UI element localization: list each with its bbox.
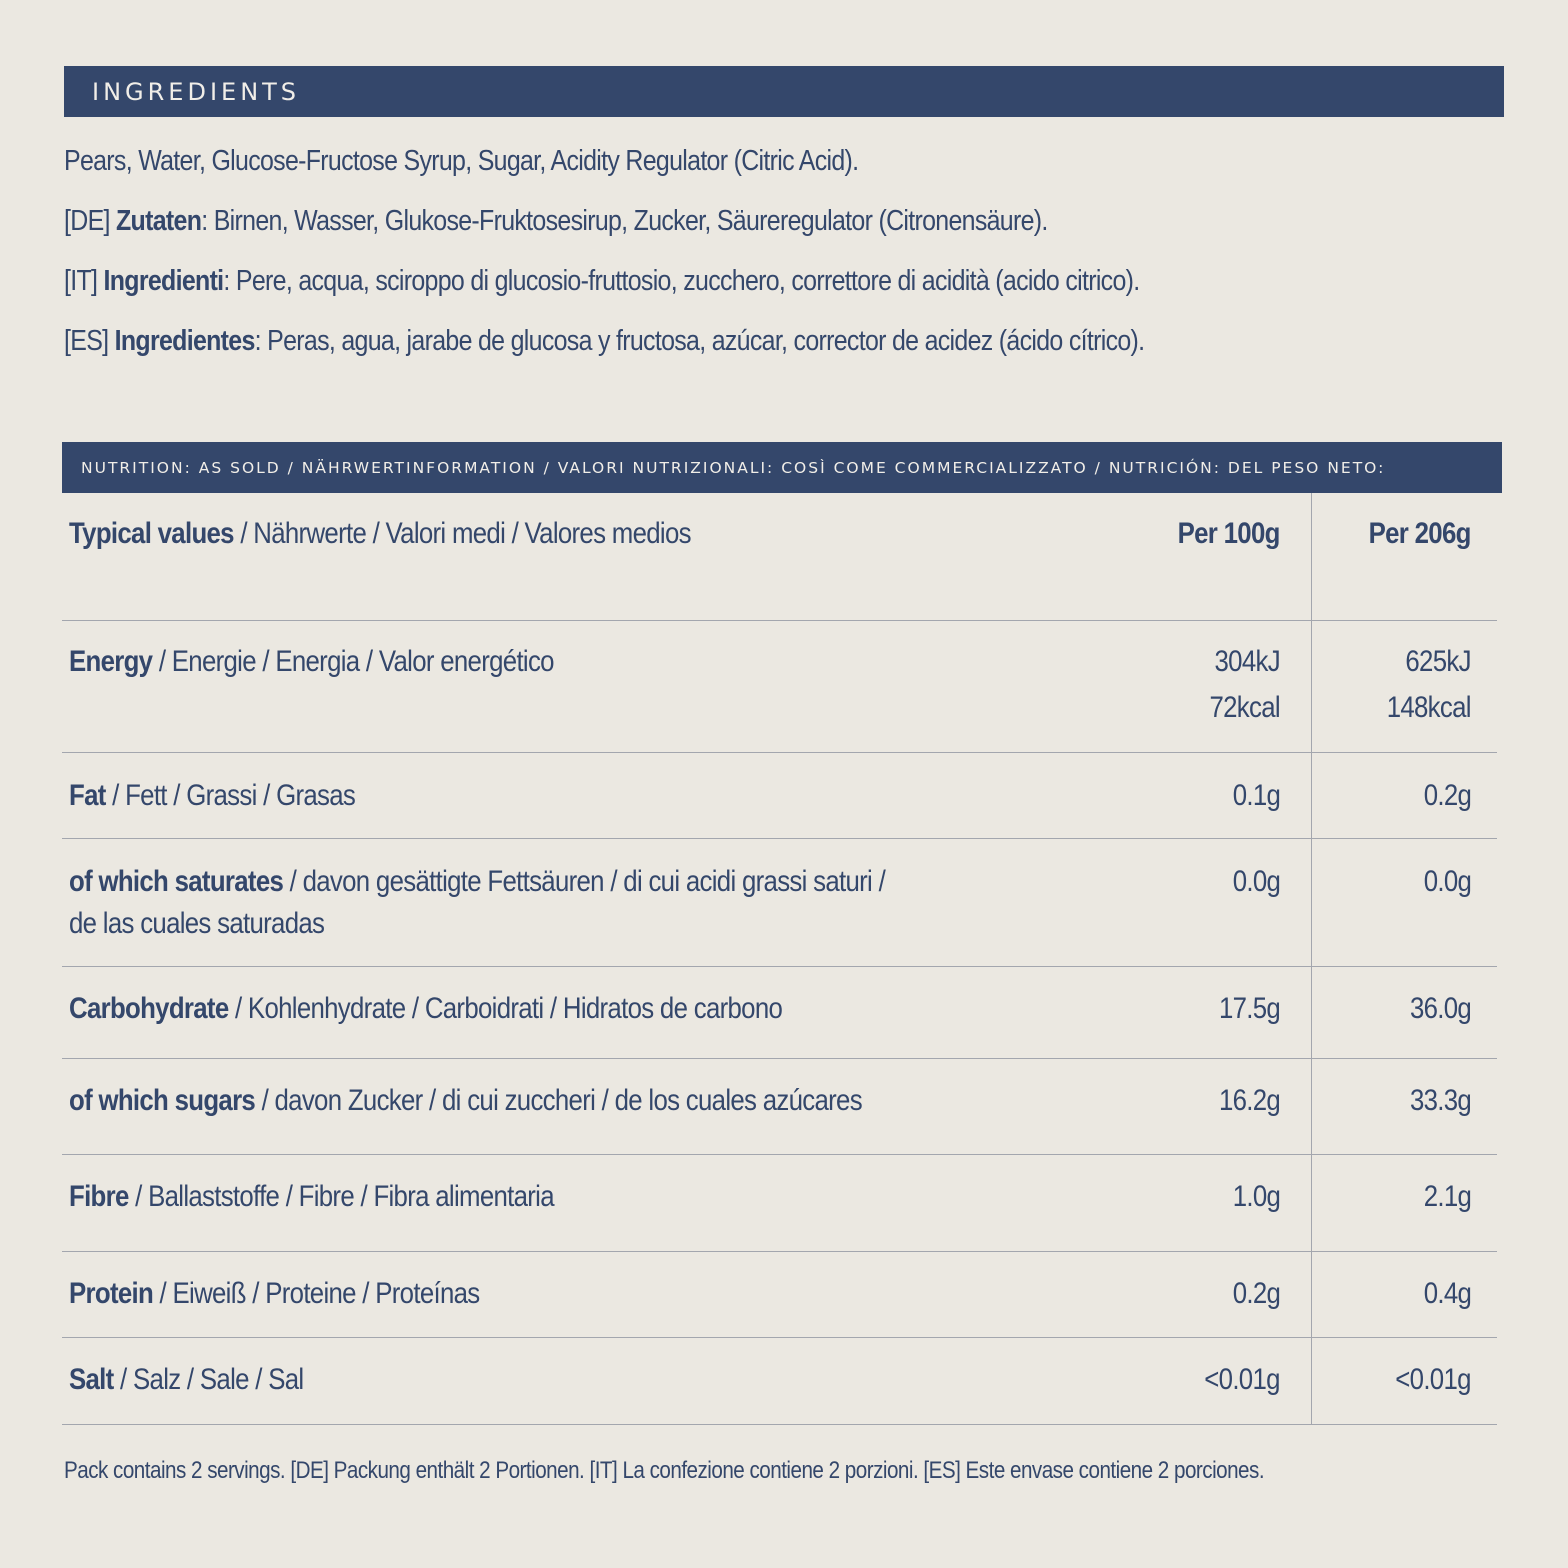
ingredients-heading: INGREDIENTS — [92, 77, 301, 106]
value-per-100g: <0.01g — [1204, 1363, 1280, 1396]
table-row-fat: Fat / Fett / Grassi / Grasas 0.1g 0.2g — [62, 753, 1497, 839]
row-label: of which saturates / davon gesättigte Fe… — [69, 865, 886, 940]
table-row-carbohydrate: Carbohydrate / Kohlenhydrate / Carboidra… — [62, 967, 1497, 1059]
value-per-100g: 0.0g — [1232, 865, 1281, 898]
table-row-salt: Salt / Salz / Sale / Sal <0.01g <0.01g — [62, 1338, 1497, 1425]
row-label: Fat / Fett / Grassi / Grasas — [69, 779, 356, 812]
nutrition-table: Typical values / Nährwerte / Valori medi… — [62, 493, 1497, 1425]
value-per-206g: 0.0g — [1423, 865, 1472, 898]
header-label: Typical values / Nährwerte / Valori medi… — [69, 517, 692, 550]
table-row-fibre: Fibre / Ballaststoffe / Fibre / Fibra al… — [62, 1155, 1497, 1252]
table-row-saturates: of which saturates / davon gesättigte Fe… — [62, 839, 1497, 967]
nutrition-heading-band: NUTRITION: AS SOLD / NÄHRWERTINFORMATION… — [62, 442, 1502, 493]
ingredients-es: [ES] Ingredientes: Peras, agua, jarabe d… — [64, 325, 1145, 357]
row-label: Salt / Salz / Sale / Sal — [69, 1363, 304, 1396]
value-per-206g: 0.2g — [1423, 779, 1472, 812]
value-per-100g: 0.1g — [1232, 779, 1281, 812]
value-per-206g: <0.01g — [1395, 1363, 1471, 1396]
servings-note: Pack contains 2 servings. [DE] Packung e… — [64, 1457, 1265, 1484]
nutrition-heading: NUTRITION: AS SOLD / NÄHRWERTINFORMATION… — [81, 458, 1386, 477]
row-label: Carbohydrate / Kohlenhydrate / Carboidra… — [69, 992, 783, 1025]
ingredients-de: [DE] Zutaten: Birnen, Wasser, Glukose-Fr… — [64, 205, 1048, 237]
ingredients-heading-band: INGREDIENTS — [64, 66, 1504, 117]
value-per-206g: 2.1g — [1423, 1180, 1472, 1213]
value-per-206g: 0.4g — [1423, 1277, 1472, 1310]
row-label: Protein / Eiweiß / Proteine / Proteínas — [69, 1277, 480, 1310]
ingredients-en: Pears, Water, Glucose-Fructose Syrup, Su… — [64, 145, 859, 177]
value-per-100g: 16.2g — [1218, 1084, 1281, 1117]
header-per-100g: Per 100g — [1177, 517, 1281, 550]
value-per-100g: 17.5g — [1218, 992, 1281, 1025]
row-label: Fibre / Ballaststoffe / Fibre / Fibra al… — [69, 1180, 555, 1213]
ingredients-it: [IT] Ingredienti: Pere, acqua, sciroppo … — [64, 265, 1140, 297]
column-divider — [1311, 493, 1312, 1425]
table-row-sugars: of which sugars / davon Zucker / di cui … — [62, 1059, 1497, 1155]
row-label: of which sugars / davon Zucker / di cui … — [69, 1084, 863, 1117]
value-per-206g: 33.3g — [1409, 1084, 1472, 1117]
row-label: Energy / Energie / Energia / Valor energ… — [69, 645, 555, 678]
value-per-100g: 0.2g — [1232, 1277, 1281, 1310]
value-per-100g: 1.0g — [1232, 1180, 1281, 1213]
table-header-row: Typical values / Nährwerte / Valori medi… — [62, 493, 1497, 621]
value-per-206g: 36.0g — [1409, 992, 1472, 1025]
value-per-206g: 625kJ 148kcal — [1386, 645, 1472, 724]
table-row-protein: Protein / Eiweiß / Proteine / Proteínas … — [62, 1252, 1497, 1338]
value-per-100g: 304kJ 72kcal — [1209, 645, 1281, 724]
header-per-206g: Per 206g — [1368, 517, 1472, 550]
table-row-energy: Energy / Energie / Energia / Valor energ… — [62, 621, 1497, 753]
